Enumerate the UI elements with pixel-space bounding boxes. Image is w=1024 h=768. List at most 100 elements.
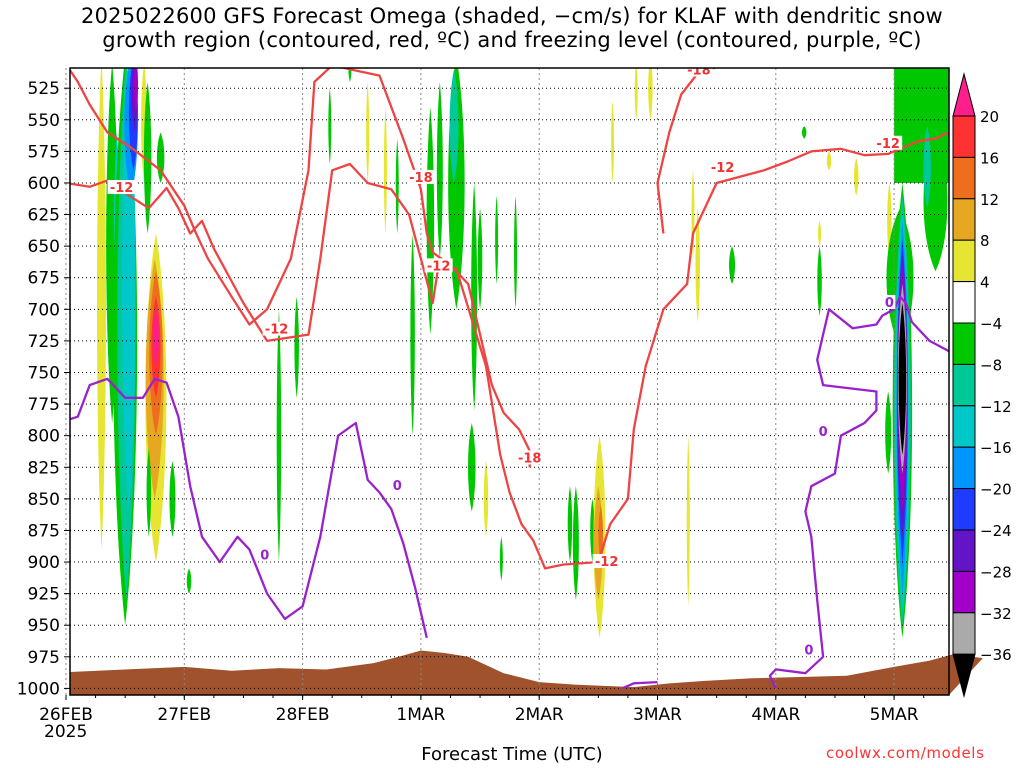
contour-label-minus18: -18 <box>409 171 433 186</box>
colorbar-label: −8 <box>980 356 1002 374</box>
y-tick-label: 625 <box>28 206 60 226</box>
y-tick-label: 750 <box>28 364 60 384</box>
colorbar-swatch <box>952 156 976 200</box>
contour-label-bg <box>391 478 404 493</box>
omega-cell-green <box>186 568 192 594</box>
omega-cell-yellow <box>853 157 859 196</box>
omega-cell-green <box>817 246 822 316</box>
y-tick-label: 525 <box>28 79 60 99</box>
omega-cell-green <box>729 246 736 285</box>
contour-line-minus18 <box>70 68 531 452</box>
contour-line-freezing <box>70 377 428 639</box>
y-tick-label: 975 <box>28 648 60 668</box>
contour-label-bg <box>883 295 896 310</box>
contour-line-freezing <box>768 295 949 689</box>
x-tick-label: 5MAR <box>870 705 919 725</box>
contour-label-freezing: 0 <box>819 425 828 440</box>
y-tick-label: 875 <box>28 521 60 541</box>
x-tick-label: 2MAR <box>515 705 564 725</box>
omega-cell-teal <box>968 63 974 95</box>
omega-cell-green <box>477 208 483 310</box>
colorbar-label: −12 <box>980 398 1012 416</box>
x-tick-label: 27FEB <box>157 705 211 725</box>
contour-label-freezing: 0 <box>393 479 402 494</box>
colorbar-swatch <box>952 239 976 283</box>
colorbar-swatch <box>952 281 976 324</box>
contour-layer: -12 -12 -12 -12 -12 -12 -18 -18 -18 0 0 0 0 0 <box>70 63 949 690</box>
y-tick-label: 725 <box>28 332 60 352</box>
omega-cell-green <box>471 182 478 411</box>
colorbar-arrow-top <box>952 72 976 117</box>
contour-label-bg <box>817 423 830 438</box>
x-axis-title: Forecast Time (UTC) <box>421 744 603 765</box>
contour-line-freezing <box>621 680 658 690</box>
omega-cell-green <box>567 486 573 563</box>
contour-label-minus12: -12 <box>110 181 134 196</box>
contour-label-bg <box>874 135 903 150</box>
omega-cell-teal <box>449 69 459 183</box>
contour-label-minus12: -12 <box>876 137 900 152</box>
contour-label-bg <box>684 68 713 77</box>
colorbar-label: 12 <box>980 191 999 209</box>
omega-cell-yellow <box>686 435 690 607</box>
contour-label-bg <box>258 547 271 562</box>
chart-title: 2025022600 GFS Forecast Omega (shaded, −… <box>0 4 1024 52</box>
y-tick-label: 675 <box>28 269 60 289</box>
colorbar-swatch <box>952 446 976 490</box>
colorbar-swatch <box>952 612 976 655</box>
contour-line-minus18 <box>656 68 719 234</box>
contour-label-freezing: 0 <box>260 549 269 564</box>
colorbar-swatch <box>952 570 976 614</box>
colorbar-label: −24 <box>980 522 1012 540</box>
x-tick-label: 26FEB <box>39 705 93 725</box>
colorbar-arrow-bottom <box>952 653 976 699</box>
y-tick-label: 925 <box>28 585 60 605</box>
omega-cell-green <box>410 233 415 436</box>
omega-cell-green <box>885 391 892 474</box>
contour-line-minus12 <box>70 130 949 570</box>
terrain-fill <box>70 650 983 695</box>
colorbar-swatch <box>952 363 976 407</box>
contour-label-minus12: -12 <box>711 161 735 176</box>
omega-shading-layer <box>96 63 974 638</box>
omega-cell-yellow <box>648 68 653 120</box>
x-tick-label: 4MAR <box>751 705 800 725</box>
y-tick-label: 850 <box>28 490 60 510</box>
contour-label-minus18: -18 <box>518 451 542 466</box>
colorbar-swatch <box>952 488 976 531</box>
y-tick-label: 900 <box>28 553 60 573</box>
contour-label-bg <box>262 321 291 336</box>
omega-cell-yellow <box>611 100 615 183</box>
colorbar-label: 20 <box>980 108 999 126</box>
omega-cell-yellow <box>826 151 832 171</box>
contour-label-bg <box>802 642 815 657</box>
credit-link[interactable]: coolwx.com/models <box>826 744 985 762</box>
y-axis-ticks: 525 550 575 600 625 650 675 700 725 750 775 800 825 8… <box>17 79 70 699</box>
omega-cell-teal <box>923 126 931 209</box>
contour-label-minus18: -18 <box>687 63 711 78</box>
omega-cell-green <box>801 126 807 139</box>
omega-cell-green <box>395 138 399 234</box>
omega-cell-green <box>328 88 332 165</box>
contour-label-freezing: 0 <box>804 643 813 658</box>
x-axis-year-label: 2025 <box>44 722 88 742</box>
omega-cell-yellow <box>96 68 106 550</box>
omega-cell-green <box>294 296 299 398</box>
x-tick-label: 3MAR <box>633 705 682 725</box>
omega-cell-yellow <box>483 460 489 537</box>
contour-label-bg <box>592 554 621 569</box>
colorbar-label: −28 <box>980 563 1012 581</box>
terrain-shape <box>70 650 983 695</box>
omega-cell-green <box>146 448 152 537</box>
colorbar-label: −36 <box>980 646 1012 664</box>
y-tick-label: 950 <box>28 616 60 636</box>
x-axis-ticks: 26FEB 27FEB 28FEB 1MAR 2MAR 3MAR 4MAR 5MAR <box>39 695 925 725</box>
colorbar-swatch <box>952 115 976 158</box>
contour-label-bg <box>515 450 544 465</box>
y-tick-label: 550 <box>28 111 60 131</box>
omega-cell-green <box>468 423 476 512</box>
omega-cell-green <box>169 460 176 537</box>
omega-cell-green <box>495 195 499 285</box>
omega-cell-green <box>348 68 352 82</box>
